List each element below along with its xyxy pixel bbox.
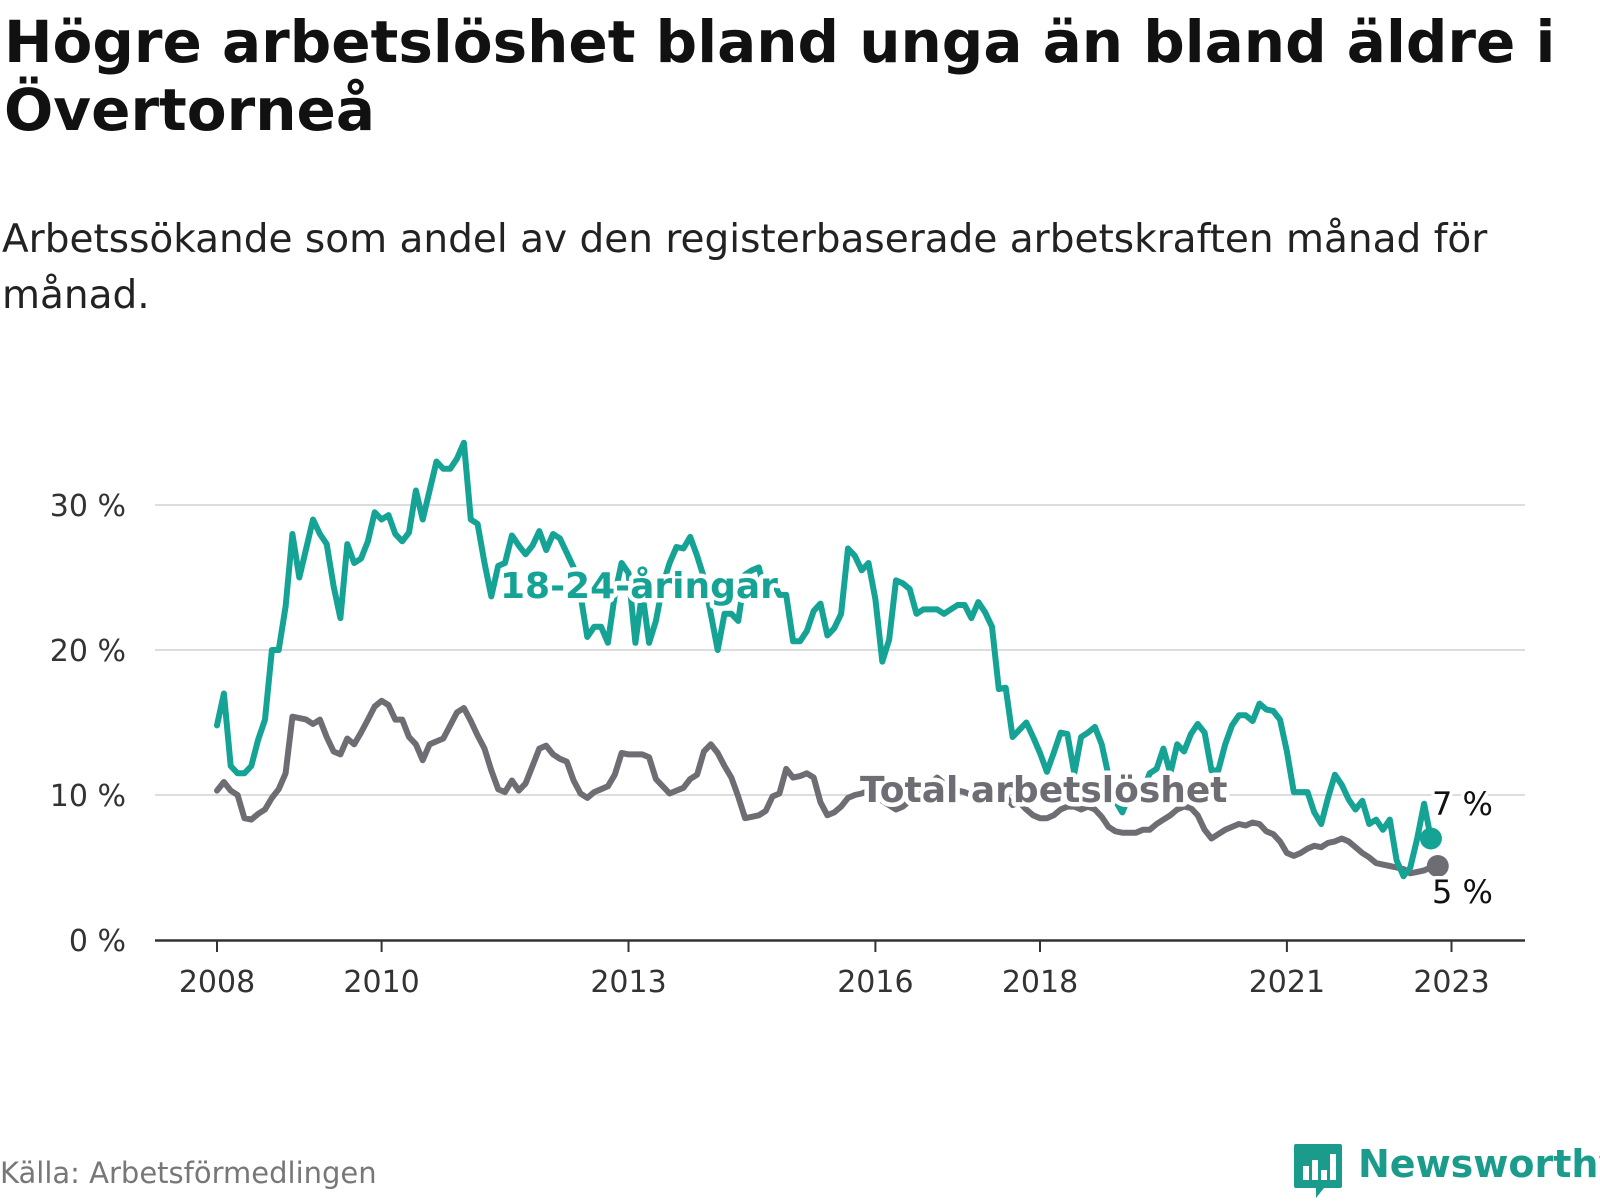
newsworthy-logo-icon bbox=[1294, 1144, 1342, 1198]
series-lines bbox=[214, 439, 1449, 880]
newsworthy-logo-text: Newsworthy bbox=[1358, 1142, 1600, 1186]
chart-subtitle: Arbetssökande som andel av den registerb… bbox=[2, 217, 1488, 318]
series-label-total: Total arbetslöshet bbox=[860, 770, 1228, 811]
series-label-youth-halo: 18-24-åringar bbox=[500, 566, 778, 607]
end-label-youth-halo: 7 % bbox=[1432, 785, 1493, 823]
x-tick-label-2010: 2010 bbox=[343, 965, 419, 1000]
end-label-total: 5 % bbox=[1432, 873, 1493, 911]
y-tick-label-20: 20 % bbox=[50, 634, 126, 669]
x-tick-label-2018: 2018 bbox=[1002, 965, 1078, 1000]
end-point-youth bbox=[1419, 827, 1442, 850]
source-note: Källa: Arbetsförmedlingen bbox=[0, 1156, 377, 1190]
x-tick-label-2016: 2016 bbox=[837, 965, 913, 1000]
chart-title: Högre arbetslöshet bland unga än bland ä… bbox=[4, 8, 1556, 144]
y-tick-label-0: 0 % bbox=[69, 924, 126, 959]
x-tick-label-2023: 2023 bbox=[1413, 965, 1489, 1000]
gridlines bbox=[155, 504, 1525, 796]
end-label-total-halo: 5 % bbox=[1432, 873, 1493, 911]
series-line-youth bbox=[214, 439, 1434, 880]
end-point-total bbox=[1426, 855, 1449, 878]
series-line-total bbox=[214, 697, 1441, 877]
x-tick-label-2021: 2021 bbox=[1249, 965, 1325, 1000]
x-tick-label-2008: 2008 bbox=[179, 965, 255, 1000]
y-tick-label-30: 30 % bbox=[50, 489, 126, 524]
x-axis-ticks: 2008 2010 2013 2016 2018 2021 2023 bbox=[179, 940, 1490, 1000]
x-tick-label-2013: 2013 bbox=[590, 965, 666, 1000]
y-axis-ticks: 0 % 10 % 20 % 30 % bbox=[50, 489, 126, 959]
line-chart: 0 % 10 % 20 % 30 % 2008 2010 2013 2016 2018 2021… bbox=[50, 439, 1525, 1000]
series-label-youth: 18-24-åringar bbox=[500, 566, 778, 607]
end-label-youth: 7 % bbox=[1432, 785, 1493, 823]
y-tick-label-10: 10 % bbox=[50, 779, 126, 814]
series-label-total-halo: Total arbetslöshet bbox=[860, 770, 1228, 811]
